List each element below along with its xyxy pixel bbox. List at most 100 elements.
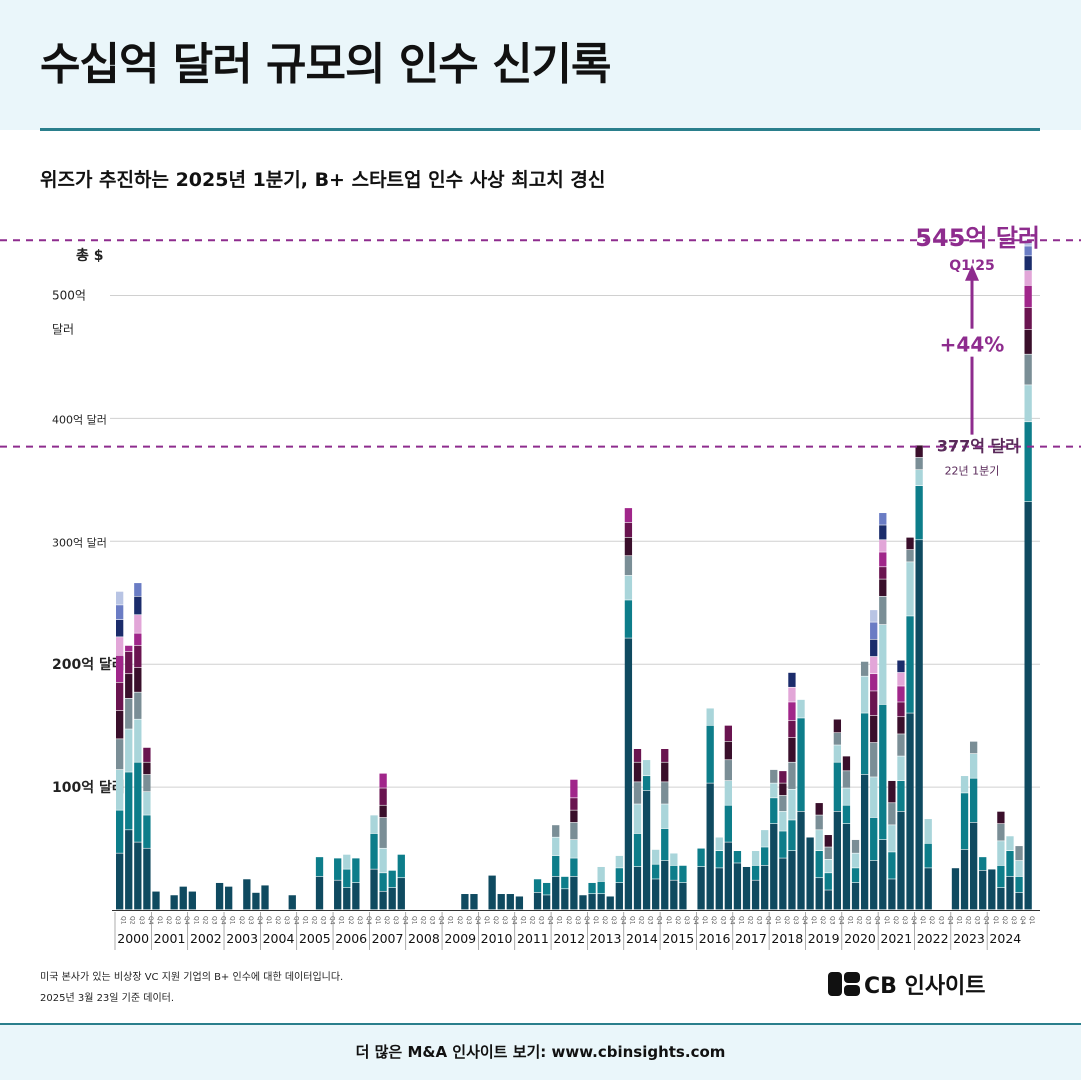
bar-segment [724,805,732,842]
y-tick-label: 500억 [52,289,86,303]
year-label: 2010 [481,931,513,946]
quarter-tick-label: Q4 [765,916,772,925]
bar-segment [615,855,623,868]
cb-insights-logo: CB 인사이트 [828,968,986,1000]
year-label: 2007 [372,931,404,946]
bar-segment [960,776,969,793]
bar-segment [706,783,714,910]
y-tick-label: 400억 달러 [52,413,107,426]
bar-segment [842,771,851,788]
bar-segment [770,783,778,798]
bar-segment [870,715,878,743]
quarter-tick-label: Q1 [447,916,454,925]
quarter-tick-label: Q1 [156,916,163,925]
cb-logo-icon [828,972,860,996]
bar-segment [879,624,887,705]
bar-segment [116,769,124,810]
quarter-tick-label: Q1 [483,916,490,925]
quarter-tick-label: Q1 [338,916,345,925]
header-divider [40,128,1040,131]
bar-segment [488,875,496,910]
bar-segment [988,869,996,910]
record-value-label: 545억 달러 [915,224,1040,252]
bar-segment [879,579,887,597]
quarter-tick-label: Q4 [1019,916,1026,925]
bar-segment [779,858,787,910]
bar-segment [842,788,851,805]
bar-segment [761,847,769,866]
bar-segment [570,798,578,810]
growth-label-bg [938,328,1008,357]
bar-segment [697,848,705,867]
bar-segment [152,891,160,910]
bar-segment [397,854,405,878]
bar-segment [860,676,869,713]
quarter-tick-label: Q3 [320,916,327,925]
year-label: 2014 [626,931,658,946]
bar-segment [397,878,405,910]
bar-segment [134,842,142,910]
bar-segment [116,655,124,683]
quarter-tick-label: Q4 [728,916,735,925]
bar-segment [633,762,642,782]
bar-segment [624,575,633,600]
prev-record-value-label: 377억 달러 [937,437,1020,456]
bar-segment [388,887,396,910]
bar-segment [969,822,978,910]
year-label: 2003 [226,931,258,946]
quarter-tick-label: Q1 [774,916,781,925]
y-tick-label: 300억 달러 [52,536,107,549]
bar-segment [897,717,905,734]
bar-segment [542,895,551,910]
bar-segment [870,817,878,861]
quarter-tick-label: Q2 [129,916,136,925]
year-label: 2019 [808,931,840,946]
bar-segment [252,892,260,910]
quarter-tick-label: Q3 [901,916,908,925]
bar-segment [633,782,642,804]
bar-segment [706,708,714,726]
bar-segment [652,849,660,864]
bar-segment [1024,501,1032,910]
bar-segment [842,823,851,910]
bar-segment [615,882,623,910]
bar-segment [770,798,778,824]
year-label: 2022 [917,931,949,946]
bar-segment [851,839,860,853]
bar-segment [788,737,796,762]
quarter-tick-label: Q2 [383,916,390,925]
bar-segment [860,661,869,676]
quarter-tick-label: Q4 [583,916,590,925]
bar-segment [370,833,378,869]
bar-segment [661,749,669,762]
quarter-tick-label: Q3 [683,916,690,925]
year-label: 2017 [735,931,767,946]
bar-segment [888,852,896,879]
quarter-tick-label: Q1 [301,916,308,925]
bar-segment [779,783,787,796]
quarter-tick-label: Q1 [810,916,817,925]
bar-segment [116,637,124,655]
quarter-tick-label: Q1 [628,916,635,925]
bar-segment [570,858,578,877]
quarter-tick-label: Q3 [174,916,181,925]
bar-segment [779,771,787,783]
bar-segment [870,622,878,640]
bar-segment [1024,329,1032,354]
header-band [0,0,1081,130]
bar-segment [1024,285,1032,308]
bar-segment [633,804,642,834]
bar-segment [797,699,805,718]
bar-segment [788,789,796,820]
bar-segment [833,733,842,745]
quarter-tick-label: Q2 [892,916,899,925]
bar-segment [1006,876,1014,910]
footer-link[interactable]: 더 많은 M&A 인사이트 보기: www.cbinsights.com [0,1025,1081,1080]
bar-segment [125,698,133,729]
quarter-tick-label: Q1 [556,916,563,925]
bar-segment [969,741,978,754]
bar-segment [788,720,796,738]
bar-segment [888,879,896,910]
bar-segment [597,866,605,882]
bar-segment [788,672,796,687]
